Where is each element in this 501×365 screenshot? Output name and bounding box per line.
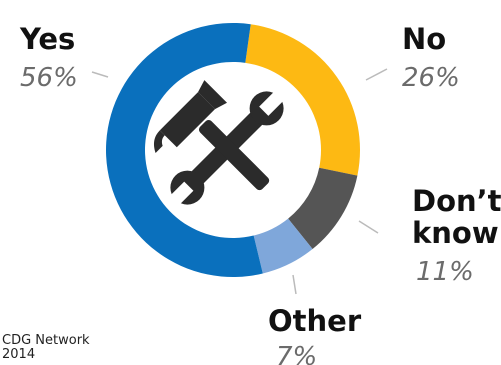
source-line-2: 2014 bbox=[2, 347, 36, 362]
value-label-no: 26% bbox=[402, 63, 460, 93]
label-yes: Yes bbox=[20, 22, 76, 56]
leader-line-other bbox=[292, 274, 297, 295]
donut-slices bbox=[105, 22, 360, 277]
donut-slice-yes bbox=[105, 22, 263, 277]
leader-line-dont-know bbox=[358, 220, 379, 234]
value-label-dont-know: 11% bbox=[416, 257, 474, 287]
label-no: No bbox=[402, 22, 447, 56]
leader-line-yes bbox=[91, 71, 109, 78]
label-other: Other bbox=[268, 304, 362, 338]
source-line-1: CDG Network bbox=[2, 333, 90, 348]
donut-slice-no bbox=[245, 24, 360, 176]
donut-slice-other bbox=[253, 218, 313, 274]
label-dont-know-line1: Don’t bbox=[412, 184, 501, 218]
value-label-yes: 56% bbox=[20, 63, 78, 93]
leader-line-no bbox=[365, 68, 388, 81]
value-label-other: 7% bbox=[276, 342, 318, 365]
hammer-and-wrench-icon bbox=[154, 80, 290, 212]
donut-slice-dont-know bbox=[288, 167, 358, 250]
leader-lines bbox=[91, 68, 388, 295]
label-dont-know-line2: know bbox=[412, 216, 499, 250]
